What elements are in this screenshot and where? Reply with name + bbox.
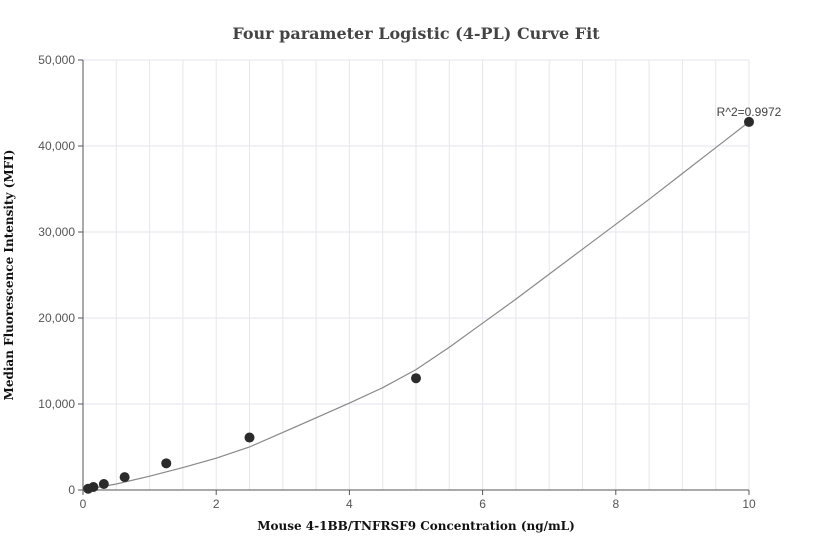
x-tick-label: 6 bbox=[479, 497, 486, 511]
x-tick-label: 8 bbox=[612, 497, 619, 511]
data-point bbox=[744, 116, 754, 127]
x-tick-label: 0 bbox=[80, 497, 87, 511]
fit-curve-line bbox=[82, 121, 750, 491]
axes: 0 10,000 20,000 30,000 40,000 50,000 0 2 4 6 8 10 bbox=[38, 53, 756, 511]
x-axis-label: Mouse 4-1BB/TNFRSF9 Concentration (ng/mL… bbox=[257, 519, 575, 533]
data-point bbox=[244, 432, 255, 443]
data-point bbox=[161, 458, 172, 469]
data-points bbox=[83, 116, 754, 494]
y-tick-label: 20,000 bbox=[38, 311, 75, 325]
data-point bbox=[98, 478, 109, 489]
data-point bbox=[119, 472, 130, 483]
x-tick-label: 2 bbox=[213, 497, 220, 511]
data-point bbox=[88, 481, 99, 492]
chart-title: Four parameter Logistic (4-PL) Curve Fit bbox=[232, 24, 600, 43]
x-tick-label: 4 bbox=[346, 497, 353, 511]
x-tick-label: 10 bbox=[742, 497, 756, 511]
grid bbox=[82, 59, 750, 491]
y-axis-label: Median Fluorescence Intensity (MFI) bbox=[2, 150, 16, 401]
fit-curve-layer bbox=[82, 121, 750, 491]
y-tick-label: 10,000 bbox=[38, 397, 75, 411]
data-point bbox=[411, 373, 421, 384]
y-tick-label: 30,000 bbox=[38, 225, 75, 239]
r-squared-annotation: R^2=0.9972 bbox=[717, 105, 782, 119]
y-tick-label: 40,000 bbox=[38, 139, 75, 153]
y-tick-label: 50,000 bbox=[38, 53, 75, 67]
y-tick-label: 0 bbox=[68, 483, 75, 497]
